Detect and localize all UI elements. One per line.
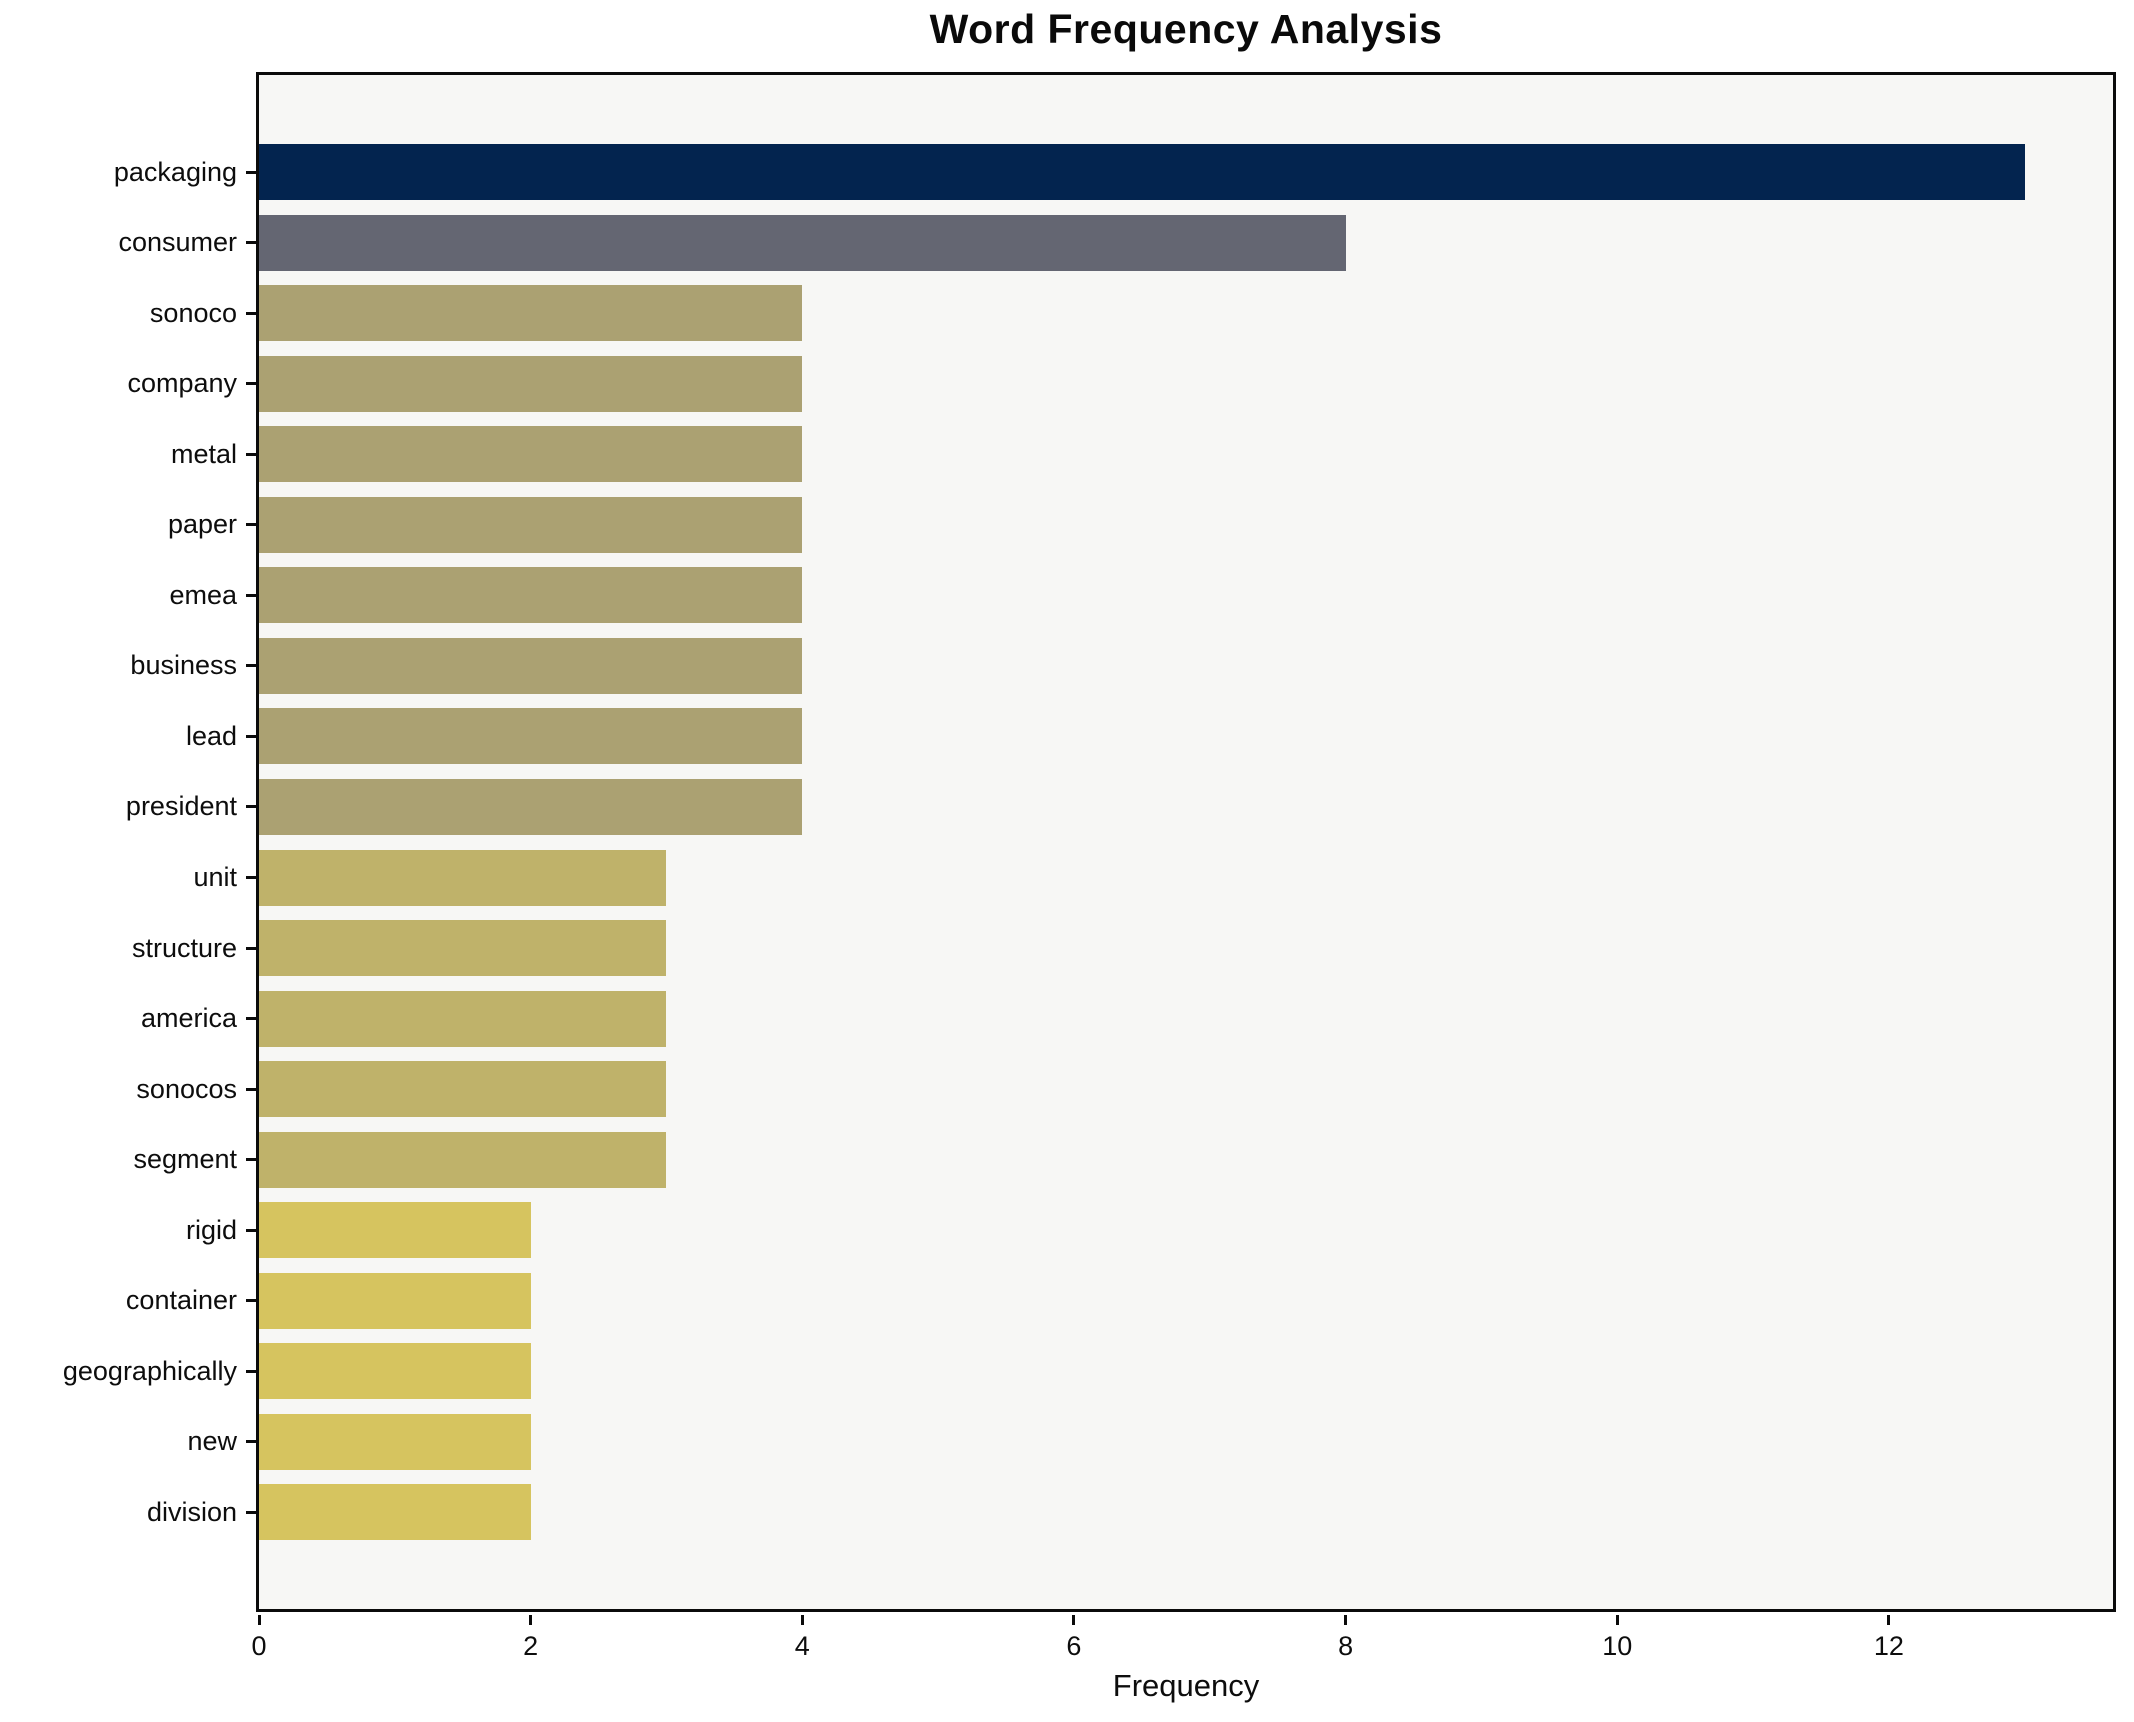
y-tick-mark <box>246 734 256 738</box>
bars-layer <box>259 75 2113 1609</box>
y-tick-label: business <box>130 650 237 681</box>
x-tick-label: 8 <box>1338 1631 1354 1661</box>
x-tick-label: 2 <box>523 1631 539 1661</box>
y-tick-mark <box>246 1369 256 1373</box>
y-tick-mark <box>246 1299 256 1303</box>
y-tick-mark <box>246 170 256 174</box>
x-axis-label: Frequency <box>1112 1668 1260 1703</box>
y-tick-mark <box>246 664 256 668</box>
x-tick-mark <box>800 1615 804 1625</box>
bar-business <box>259 637 803 694</box>
y-tick-mark <box>246 1510 256 1514</box>
y-tick-label: lead <box>185 720 237 751</box>
y-tick-label: geographically <box>62 1355 237 1386</box>
y-tick-mark <box>246 1087 256 1091</box>
bar-sonoco <box>259 285 803 342</box>
y-tick-mark <box>246 523 256 527</box>
bar-rigid <box>259 1202 531 1259</box>
bar-consumer <box>259 214 1346 271</box>
y-tick-label: consumer <box>118 227 237 258</box>
y-tick-mark <box>246 241 256 245</box>
y-tick-mark <box>246 876 256 879</box>
y-tick-label: unit <box>193 862 237 892</box>
bar-container <box>259 1272 531 1329</box>
y-tick-label: segment <box>133 1144 237 1175</box>
y-axis: packaging consumer sonoco company metal paper… <box>63 75 2113 1609</box>
y-tick-label: new <box>187 1426 237 1457</box>
x-tick-label: 6 <box>1066 1631 1082 1661</box>
x-tick-label: 0 <box>251 1631 267 1661</box>
x-axis: 0 2 4 6 8 10 12 <box>251 75 2113 1661</box>
y-tick-label: company <box>127 368 237 399</box>
x-tick-mark <box>1887 1615 1891 1625</box>
y-tick-label: sonocos <box>136 1073 237 1104</box>
bar-sonocos <box>259 1061 667 1118</box>
y-tick-mark <box>246 311 256 315</box>
y-tick-label: structure <box>131 932 237 963</box>
y-tick-label: division <box>146 1496 237 1527</box>
bar-president <box>259 778 803 835</box>
y-tick-label: rigid <box>185 1214 237 1245</box>
bar-packaging <box>259 144 2025 200</box>
y-tick-mark <box>246 805 256 809</box>
y-tick-mark <box>246 1228 256 1232</box>
x-tick-mark <box>1344 1615 1348 1625</box>
y-tick-label: emea <box>169 579 237 610</box>
bar-lead <box>259 708 803 765</box>
x-tick-mark <box>257 1615 261 1625</box>
plot-area: packaging consumer sonoco company metal paper… <box>63 72 2116 1661</box>
x-tick-mark <box>529 1615 533 1625</box>
y-tick-label: packaging <box>113 156 237 187</box>
bar-geographically <box>259 1343 531 1400</box>
y-tick-label: container <box>125 1285 237 1316</box>
bar-segment <box>259 1131 667 1188</box>
y-tick-mark <box>246 946 256 950</box>
y-tick-mark <box>246 1017 256 1021</box>
x-tick-label: 4 <box>794 1631 810 1661</box>
chart-title: Word Frequency Analysis <box>929 6 1443 52</box>
y-tick-label: paper <box>167 509 237 540</box>
bar-company <box>259 355 803 412</box>
bar-division <box>259 1484 531 1541</box>
bar-metal <box>259 426 803 483</box>
x-tick-mark <box>1615 1615 1619 1625</box>
y-tick-label: president <box>125 791 237 822</box>
y-tick-label: sonoco <box>149 297 237 328</box>
bar-unit <box>259 849 667 906</box>
y-tick-mark <box>246 1440 256 1444</box>
y-tick-label: metal <box>170 438 237 469</box>
x-tick-mark <box>1072 1615 1076 1625</box>
bar-america <box>259 990 667 1047</box>
y-tick-mark <box>246 593 256 597</box>
y-tick-mark <box>246 1158 256 1162</box>
x-tick-label: 12 <box>1873 1631 1904 1661</box>
y-tick-mark <box>246 452 256 456</box>
bar-paper <box>259 496 803 553</box>
bar-structure <box>259 920 667 977</box>
bar-new <box>259 1413 531 1470</box>
y-tick-label: america <box>140 1003 237 1034</box>
y-tick-mark <box>246 382 256 386</box>
bar-emea <box>259 567 803 624</box>
x-tick-label: 10 <box>1602 1631 1633 1661</box>
